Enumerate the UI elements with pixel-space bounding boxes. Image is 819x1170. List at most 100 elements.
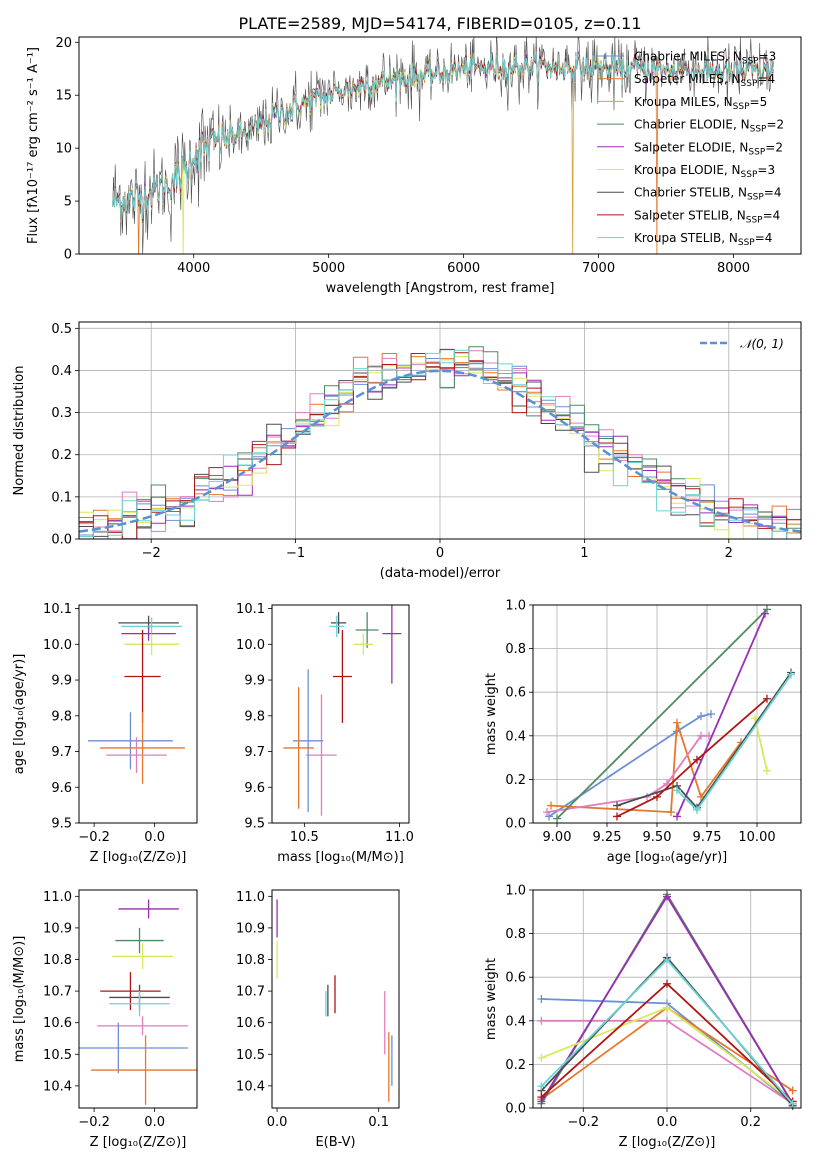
- legend-count: =3: [757, 163, 775, 177]
- legend-name: Kroupa ELODIE, N: [634, 163, 741, 177]
- y-tick-label: 0.4: [51, 364, 72, 379]
- x-tick-label: 0.0: [144, 830, 165, 845]
- legend-entry: Chabrier ELODIE, NSSP=2: [634, 118, 784, 135]
- errorbar-point: [79, 1022, 188, 1074]
- y-tick-label: 10.5: [43, 1048, 72, 1063]
- legend-count: =5: [750, 95, 768, 109]
- age_vs_mass-axes: 10.5 11.0 9.5 9.6 9.7 9.8 9.9 10.0 10.1 mass [log…: [236, 602, 414, 865]
- massweight-marker: [537, 1082, 546, 1091]
- axes-frame: [78, 36, 802, 255]
- y-tick-label: 10.4: [236, 1079, 265, 1094]
- x-tick-label: 2: [725, 546, 733, 561]
- x-tick-label: 11.0: [385, 830, 414, 845]
- x-tick-label: 10.00: [738, 830, 775, 845]
- y-tick-label: 0.2: [505, 1058, 526, 1073]
- massweight-marker: [537, 1053, 546, 1062]
- y-axis-label: mass weight: [484, 958, 499, 1040]
- x-tick-label: 8000: [717, 261, 750, 276]
- spectrum-legend: Chabrier MILES, NSSP=3 Salpeter MILES, N S…: [597, 50, 784, 248]
- x-tick-label: −2: [142, 546, 161, 561]
- errorbar-point: [118, 899, 179, 919]
- y-tick-label: 10.7: [43, 985, 72, 1000]
- y-tick-label: 9.9: [244, 674, 265, 689]
- residual-histogram: [79, 349, 801, 539]
- legend-name: Salpeter MILES, N: [634, 72, 741, 86]
- y-tick-label: 9.8: [51, 709, 72, 724]
- x-tick-label: −0.2: [78, 830, 110, 845]
- massweight-series-line: [616, 672, 792, 810]
- massweight_vs_age-axes: 9.00 9.25 9.50 9.75 10.00 0.0 0.2 0.4 0.6 0.8 1.0 a…: [484, 599, 801, 865]
- y-tick-label: 0.2: [505, 773, 526, 788]
- y-tick-label: 9.9: [51, 674, 72, 689]
- massweight-marker: [761, 609, 769, 618]
- errorbar-point: [100, 712, 185, 784]
- massweight-marker: [543, 808, 551, 817]
- legend-entry: Kroupa ELODIE, NSSP=3: [634, 163, 775, 180]
- y-tick-label: 10.6: [236, 1016, 265, 1031]
- y-tick-label: 0.6: [505, 971, 526, 986]
- y-tick-label: 10.0: [236, 638, 265, 653]
- massweight-marker: [788, 1099, 797, 1108]
- y-tick-label: 0.0: [505, 1102, 526, 1117]
- spectrum-series-line: [112, 50, 774, 220]
- y-tick-label: 15: [55, 89, 72, 104]
- massweight-marker: [613, 801, 621, 810]
- residual-histogram: [79, 352, 801, 539]
- massweight-marker: [653, 792, 661, 801]
- massweight-marker: [763, 694, 771, 703]
- x-tick-label: 0.0: [144, 1115, 165, 1130]
- legend-entry: Chabrier MILES, NSSP=3: [634, 50, 776, 67]
- y-tick-label: 10.6: [43, 1016, 72, 1031]
- legend-name: Salpeter STELIB, N: [634, 208, 746, 222]
- massweight-marker: [673, 812, 681, 821]
- legend-subscript: SSP: [741, 170, 758, 180]
- y-tick-label: 10: [55, 142, 72, 157]
- legend-entry: 𝒩(0, 1): [740, 337, 784, 351]
- massweight-marker: [697, 712, 705, 721]
- errorbar-point: [121, 626, 176, 641]
- massweight-marker: [613, 812, 621, 821]
- axes-frame: [78, 889, 198, 1109]
- legend-subscript: SSP: [748, 147, 765, 157]
- errorbar-point: [382, 605, 402, 684]
- x-axis-label: mass [log₁₀(M/M⊙)]: [277, 850, 404, 865]
- y-tick-label: 20: [55, 36, 72, 51]
- errorbar-point: [112, 943, 173, 969]
- massweight-series-line: [548, 713, 712, 818]
- y-tick-label: 10.4: [43, 1079, 72, 1094]
- residual-histogram: [79, 349, 801, 539]
- y-tick-label: 10.9: [43, 921, 72, 936]
- massweight-marker: [673, 786, 681, 795]
- y-axis-label: Flux [fλ10⁻¹⁷ erg cm⁻² s⁻¹ A⁻¹]: [26, 47, 41, 244]
- x-tick-label: 6000: [447, 261, 480, 276]
- y-tick-label: 9.7: [244, 745, 265, 760]
- errorbar-point: [355, 612, 379, 648]
- massweight-marker: [751, 714, 759, 723]
- x-tick-label: 0.0: [267, 1115, 288, 1130]
- legend-entry: Salpeter ELODIE, NSSP=2: [634, 140, 783, 157]
- massweight-series-line: [676, 613, 766, 817]
- x-tick-label: 9.00: [543, 830, 572, 845]
- y-tick-label: 9.6: [244, 781, 265, 796]
- massweight-series-line: [556, 608, 768, 820]
- y-tick-label: 9.5: [51, 817, 72, 832]
- y-tick-label: 9.6: [51, 781, 72, 796]
- massweight-marker: [547, 801, 555, 810]
- x-tick-label: 4000: [177, 261, 210, 276]
- errorbar-point: [292, 669, 324, 813]
- legend-subscript: SSP: [733, 102, 750, 112]
- x-axis-label: Z [log₁₀(Z/Z⊙)]: [90, 850, 187, 865]
- legend-subscript: SSP: [738, 238, 755, 248]
- x-tick-label: 10.5: [290, 830, 319, 845]
- errorbar-point: [97, 1016, 188, 1036]
- errorbar-point: [353, 633, 373, 656]
- y-tick-label: 0.8: [505, 642, 526, 657]
- legend-name: Chabrier STELIB, N: [634, 186, 747, 200]
- y-tick-label: 10.1: [236, 602, 265, 617]
- y-tick-label: 0.3: [51, 406, 72, 421]
- x-axis-label: (data-model)/error: [380, 566, 501, 581]
- y-tick-label: 0: [64, 248, 72, 263]
- y-tick-label: 10.0: [43, 638, 72, 653]
- x-tick-label: −0.2: [567, 1115, 599, 1130]
- x-tick-label: 0.0: [657, 1115, 678, 1130]
